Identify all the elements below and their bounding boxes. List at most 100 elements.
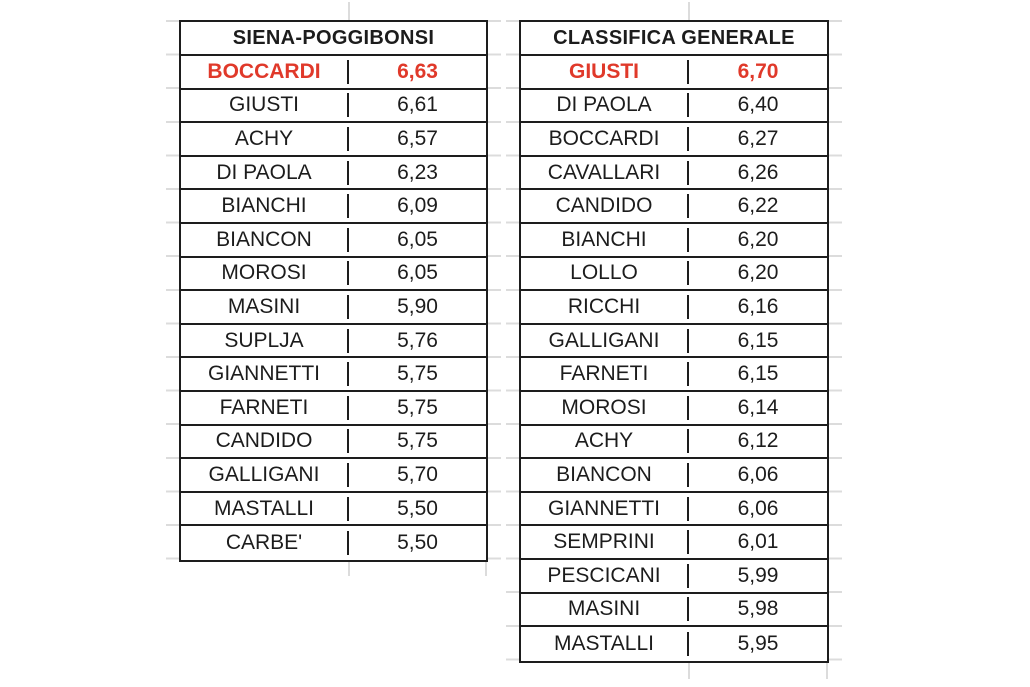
general-standings-table-title: CLASSIFICA GENERALE	[521, 22, 827, 56]
player-name: ACHY	[181, 126, 349, 151]
player-rating: 6,09	[397, 194, 438, 218]
player-rating: 6,27	[737, 126, 779, 150]
player-name: MASINI	[521, 597, 689, 622]
player-name: GIANNETTI	[181, 362, 349, 387]
player-rating: 6,61	[397, 93, 438, 117]
player-rating: 6,06	[737, 462, 779, 486]
gridline-stub	[829, 20, 842, 665]
player-rating: 6,05	[397, 227, 438, 251]
table-row: BOCCARDI 6,63	[181, 56, 486, 90]
table-row: CARBE' 5,50	[181, 526, 486, 560]
player-name: CARBE'	[181, 531, 349, 556]
player-name: CANDIDO	[181, 429, 349, 454]
player-rating: 5,76	[397, 328, 438, 352]
table-row: LOLLO 6,20	[521, 258, 827, 292]
player-rating: 6,05	[397, 261, 438, 285]
player-rating: 6,26	[737, 160, 779, 184]
player-rating: 6,23	[397, 160, 438, 184]
gridline-stub	[485, 560, 487, 576]
table-row: DI PAOLA 6,23	[181, 157, 486, 191]
player-rating: 6,57	[397, 126, 438, 150]
general-standings-table: CLASSIFICA GENERALE GIUSTI 6,70 DI PAOLA…	[519, 20, 829, 663]
gridline-stub	[688, 663, 690, 679]
table-row: BIANCHI 6,09	[181, 190, 486, 224]
player-name: ACHY	[521, 429, 689, 454]
player-rating: 5,50	[397, 531, 438, 555]
table-row: BIANCON 6,06	[521, 459, 827, 493]
player-rating: 5,95	[737, 631, 779, 655]
table-row: MASTALLI 5,50	[181, 493, 486, 527]
gridline-stub	[506, 20, 519, 665]
table-row: MASTALLI 5,95	[521, 627, 827, 661]
table-row: BIANCON 6,05	[181, 224, 486, 258]
player-rating: 6,40	[737, 93, 779, 117]
gridline-stub	[348, 560, 350, 576]
table-row: MASINI 5,90	[181, 291, 486, 325]
table-row: CANDIDO 5,75	[181, 426, 486, 460]
player-name: GIANNETTI	[521, 496, 689, 521]
player-name: GIUSTI	[181, 93, 349, 118]
match-ratings-table-body: BOCCARDI 6,63 GIUSTI 6,61 ACHY 6,57 DI P…	[181, 56, 486, 560]
table-row: SEMPRINI 6,01	[521, 526, 827, 560]
table-row: GIANNETTI 5,75	[181, 358, 486, 392]
player-rating: 5,70	[397, 462, 438, 486]
gridline-stub	[826, 663, 828, 679]
player-rating: 6,70	[737, 59, 779, 83]
table-row: MOROSI 6,14	[521, 392, 827, 426]
player-rating: 6,16	[737, 294, 779, 318]
player-name: GALLIGANI	[181, 462, 349, 487]
player-rating: 6,01	[737, 530, 779, 554]
player-name: BOCCARDI	[181, 59, 349, 84]
table-row: GIUSTI 6,70	[521, 56, 827, 90]
player-name: SUPLJA	[181, 328, 349, 353]
player-name: LOLLO	[521, 261, 689, 286]
table-row: RICCHI 6,16	[521, 291, 827, 325]
gridline-stub	[688, 2, 690, 20]
table-row: MOROSI 6,05	[181, 258, 486, 292]
player-rating: 6,63	[397, 59, 438, 83]
table-row: GIUSTI 6,61	[181, 90, 486, 124]
table-row: GALLIGANI 6,15	[521, 325, 827, 359]
player-name: GIUSTI	[521, 59, 689, 84]
table-row: PESCICANI 5,99	[521, 560, 827, 594]
table-row: CAVALLARI 6,26	[521, 157, 827, 191]
player-rating: 6,12	[737, 429, 779, 453]
table-row: ACHY 6,57	[181, 123, 486, 157]
table-row: GALLIGANI 5,70	[181, 459, 486, 493]
player-name: CAVALLARI	[521, 160, 689, 185]
player-rating: 6,15	[737, 328, 779, 352]
player-name: SEMPRINI	[521, 530, 689, 555]
player-name: DI PAOLA	[521, 93, 689, 118]
table-row: ACHY 6,12	[521, 426, 827, 460]
player-name: CANDIDO	[521, 194, 689, 219]
table-row: SUPLJA 5,76	[181, 325, 486, 359]
table-row: FARNETI 6,15	[521, 358, 827, 392]
player-name: BIANCHI	[181, 194, 349, 219]
player-name: MASTALLI	[521, 631, 689, 656]
player-name: RICCHI	[521, 294, 689, 319]
player-name: MASINI	[181, 294, 349, 319]
player-rating: 5,99	[737, 563, 779, 587]
table-row: BOCCARDI 6,27	[521, 123, 827, 157]
general-standings-table-body: GIUSTI 6,70 DI PAOLA 6,40 BOCCARDI 6,27 …	[521, 56, 827, 661]
table-row: DI PAOLA 6,40	[521, 90, 827, 124]
table-row: FARNETI 5,75	[181, 392, 486, 426]
match-ratings-table: SIENA-POGGIBONSI BOCCARDI 6,63 GIUSTI 6,…	[179, 20, 488, 562]
player-rating: 6,15	[737, 362, 779, 386]
player-name: MASTALLI	[181, 496, 349, 521]
player-name: BOCCARDI	[521, 126, 689, 151]
table-row: GIANNETTI 6,06	[521, 493, 827, 527]
player-name: PESCICANI	[521, 563, 689, 588]
player-rating: 6,14	[737, 395, 779, 419]
player-name: FARNETI	[181, 395, 349, 420]
gridline-stub	[166, 20, 179, 562]
player-rating: 5,50	[397, 496, 438, 520]
player-rating: 6,06	[737, 496, 779, 520]
player-name: MOROSI	[181, 261, 349, 286]
gridline-stub	[348, 2, 350, 20]
gridline-stub	[488, 20, 501, 562]
player-rating: 5,75	[397, 395, 438, 419]
player-name: DI PAOLA	[181, 160, 349, 185]
player-name: BIANCHI	[521, 227, 689, 252]
